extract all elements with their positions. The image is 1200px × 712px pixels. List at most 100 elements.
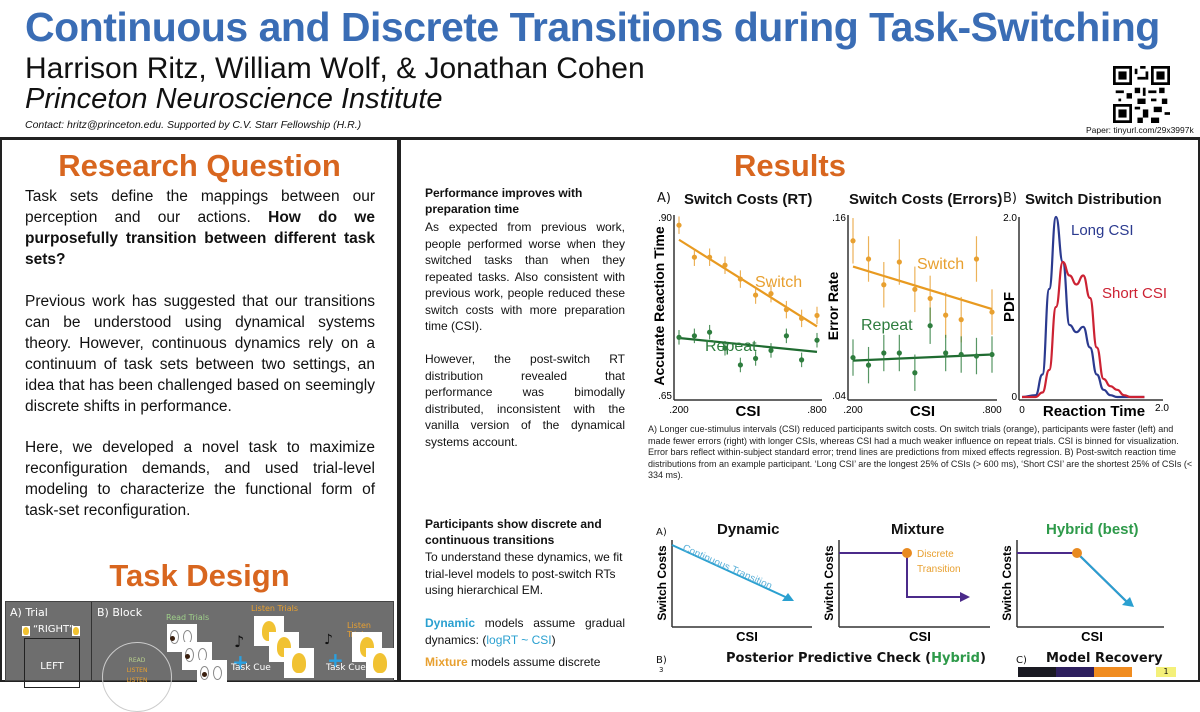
- switch-point: [737, 276, 744, 282]
- repeat-point: [865, 362, 872, 368]
- switch-point: [814, 312, 820, 319]
- switch-point: [865, 256, 872, 262]
- paper-link[interactable]: Paper: tinyurl.com/29x3997k: [1086, 125, 1194, 135]
- fixation-cross-icon: +: [232, 650, 249, 674]
- ppc-ytick: 3: [659, 666, 664, 674]
- trial-screen: LEFT: [24, 638, 80, 688]
- music-note-icon: ♪: [324, 632, 333, 648]
- plateau-line: [1017, 552, 1129, 604]
- task-cue-label: Task Cue: [231, 663, 271, 673]
- y-axis-label: Error Rate: [825, 272, 841, 341]
- chart-rt-title: Switch Costs (RT): [684, 191, 813, 208]
- y-tick-label: .16: [832, 213, 846, 224]
- switch-series-label: Switch: [755, 274, 802, 291]
- recovery-matrix: [1018, 667, 1138, 677]
- switch-point: [722, 262, 728, 268]
- arrow-head-icon: [782, 593, 794, 601]
- repeat-point: [989, 351, 995, 358]
- csi-xlabel: CSI: [1081, 629, 1103, 644]
- read-trials-label: Read Trials: [166, 613, 210, 622]
- y-tick-label: .90: [658, 213, 672, 224]
- mixture-text: models assume discrete: [467, 655, 601, 669]
- panel-a-label: A) Trial: [10, 606, 48, 619]
- mixture-term: Mixture: [425, 655, 468, 669]
- results-s2-mixture: Mixture models assume discrete: [425, 654, 625, 671]
- dynamic-model-title: Dynamic: [717, 521, 780, 538]
- repeat-point: [676, 334, 682, 340]
- switch-point: [783, 307, 790, 313]
- authors: Harrison Ritz, William Wolf, & Jonathan …: [25, 52, 645, 85]
- repeat-point: [798, 357, 805, 363]
- colorbar-max: 1: [1156, 667, 1176, 677]
- results-caption: A) Longer cue-stimulus intervals (CSI) r…: [648, 424, 1193, 482]
- x-axis-label: Reaction Time: [1043, 403, 1145, 420]
- results-s1-p1: As expected from previous work, people p…: [425, 220, 625, 333]
- y-tick-label: .04: [832, 391, 846, 402]
- right-column: [399, 137, 1200, 682]
- recovery-title: Model Recovery: [1046, 651, 1163, 666]
- research-question-p1: Task sets define the mappings between ou…: [25, 186, 375, 270]
- x-tick-label: .800: [807, 405, 827, 416]
- contact-line: Contact: hritz@princeton.edu. Supported …: [25, 119, 362, 131]
- y-tick-label: 2.0: [1003, 213, 1017, 224]
- chart-errors: .16 .04 .200 .800 CSI Error Rate Switch Repeat: [825, 213, 1002, 420]
- repeat-point: [896, 350, 902, 356]
- x-tick-label: 2.0: [1155, 403, 1169, 414]
- y-tick-label: 0: [1011, 392, 1017, 403]
- switch-point: [691, 254, 698, 260]
- recovery-cell: [1056, 667, 1094, 677]
- switch-costs-ylabel: Switch Costs: [1000, 545, 1014, 621]
- music-note-icon: ♪: [234, 632, 245, 651]
- ear-icon: [72, 626, 80, 636]
- rq-p1-bold: How do we purposefully transition betwee…: [25, 209, 375, 268]
- results-s1-p2: However, the post-switch RT distribution…: [425, 352, 625, 449]
- switch-costs-ylabel: Switch Costs: [822, 545, 836, 621]
- dynamic-text: models assume gradual dynamics: (: [425, 616, 625, 647]
- recovery-panel-label: C): [1016, 655, 1027, 666]
- x-tick-label: .200: [843, 405, 863, 416]
- repeat-point: [722, 345, 728, 351]
- recovery-cell: [1018, 667, 1056, 677]
- hybrid-model-title: Hybrid (best): [1046, 521, 1139, 538]
- mixture-schematic: Discrete Transition Switch Costs CSI: [822, 540, 990, 644]
- repeat-point: [783, 333, 790, 339]
- chart-distribution: 2.0 00 2.0 Reaction Time PDF Long CSI Short CS…: [1001, 213, 1169, 420]
- circle-label-listen: LISTEN: [126, 677, 148, 684]
- long-csi-curve: [1021, 215, 1145, 399]
- dynamic-formula: logRT ~ CSI: [486, 632, 552, 647]
- trial-box-text: LEFT: [40, 661, 64, 672]
- switch-point: [958, 317, 964, 323]
- repeat-point: [768, 347, 774, 354]
- eyes-icon: [197, 660, 227, 688]
- switch-point: [927, 295, 933, 302]
- results-s1-heading: Performance improves with preparation ti…: [425, 186, 583, 216]
- poster-title: Continuous and Discrete Transitions duri…: [25, 4, 1160, 50]
- repeat-point: [912, 370, 918, 376]
- ppc-title: Posterior Predictive Check (Hybrid): [726, 651, 986, 666]
- switch-point: [706, 254, 713, 260]
- switch-trend-line: [678, 238, 818, 328]
- ear-icon: [22, 626, 30, 636]
- discrete-label: Discrete: [917, 549, 954, 560]
- rq-p1-plain: Task sets define the mappings between ou…: [25, 188, 375, 226]
- results-heading: Results: [734, 148, 846, 183]
- qr-code-icon[interactable]: [1113, 66, 1170, 123]
- ppc-title-close: ): [979, 651, 986, 666]
- switch-costs-ylabel: Switch Costs: [655, 545, 669, 621]
- chart-errors-title: Switch Costs (Errors): [849, 191, 1003, 208]
- repeat-point: [927, 323, 933, 329]
- ppc-panel-label: B): [656, 655, 667, 666]
- switch-series-label: Switch: [917, 256, 964, 273]
- hybrid-schematic: Switch Costs CSI: [1000, 540, 1164, 644]
- switch-point: [768, 291, 774, 297]
- ppc-title-hybrid: Hybrid: [931, 651, 980, 666]
- listen-trials-label: Listen Trials: [251, 604, 299, 613]
- repeat-trend-line: [852, 353, 993, 362]
- switch-point: [752, 292, 759, 298]
- results-s2-p1: To understand these dynamics, we fit tri…: [425, 550, 623, 597]
- y-axis-label: Accurate Reaction Time: [651, 226, 667, 385]
- panel-divider: [91, 602, 92, 682]
- switch-point: [881, 282, 887, 288]
- chart-dist-title: Switch Distribution: [1025, 191, 1162, 208]
- task-design-figure: A) Trial “RIGHT” LEFT B) Block READ LIST…: [5, 601, 394, 712]
